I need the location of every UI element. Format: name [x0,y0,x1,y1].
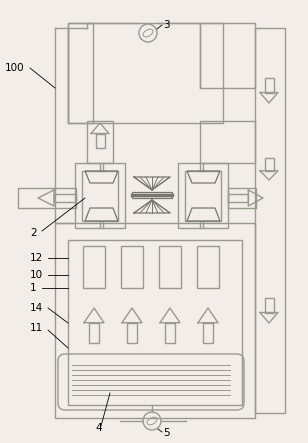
Bar [255,28,285,413]
Bar [165,323,175,343]
Text: 2: 2 [30,228,37,238]
Bar [159,246,181,288]
Bar [95,133,104,148]
Bar [89,323,99,343]
Bar [200,121,255,163]
Bar [178,163,228,228]
Bar [203,323,213,343]
Bar [68,23,93,123]
Text: 12: 12 [30,253,43,263]
Bar [121,246,143,288]
Bar [127,323,137,343]
Bar [132,192,172,198]
Bar [265,158,274,171]
Bar [18,188,76,208]
Bar [185,171,221,221]
Bar [200,23,255,88]
Bar [68,23,223,123]
Text: 11: 11 [30,323,43,333]
Text: 10: 10 [30,270,43,280]
Bar [265,298,274,312]
Bar [265,78,274,93]
Text: 14: 14 [30,303,43,313]
Text: 4: 4 [95,423,102,433]
Bar [75,163,125,228]
Bar [82,171,118,221]
Bar [54,194,76,202]
Bar [228,194,248,202]
Bar [87,121,113,163]
Bar [55,223,255,418]
Bar [83,246,105,288]
Text: 5: 5 [163,428,170,438]
Text: 100: 100 [5,63,25,73]
Text: 3: 3 [163,20,170,30]
Text: 1: 1 [30,283,37,293]
Bar [68,240,242,405]
Bar [228,188,256,208]
Bar [197,246,219,288]
